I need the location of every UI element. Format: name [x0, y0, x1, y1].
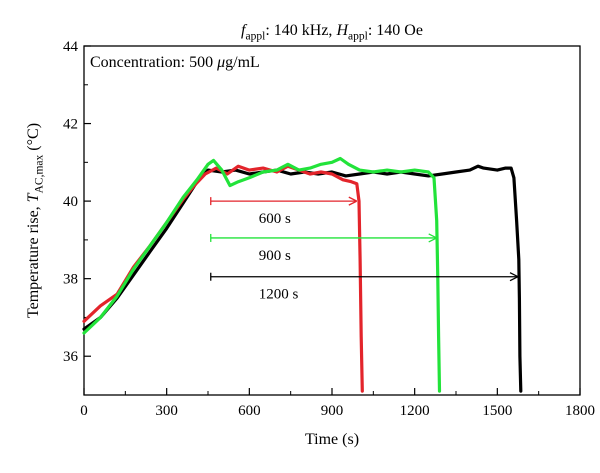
x-tick-label: 600	[238, 403, 261, 419]
y-tick-label: 40	[63, 194, 78, 210]
duration-arrowhead	[348, 196, 358, 206]
y-tick-label: 38	[63, 272, 78, 288]
duration-arrowhead	[509, 272, 519, 282]
y-tick-label: 44	[63, 39, 79, 55]
duration-label: 1200 s	[259, 287, 299, 303]
y-axis-label: Temperature rise, TAC,max (°C)	[25, 123, 45, 318]
plot-frame	[83, 45, 581, 396]
y-tick-label: 42	[63, 117, 78, 133]
x-tick-label: 1800	[565, 403, 595, 419]
series-line	[82, 156, 442, 393]
concentration-annotation: Concentration: 500 μg/mL	[90, 54, 260, 71]
duration-label: 900 s	[259, 248, 291, 264]
y-tick-label: 36	[63, 349, 79, 365]
x-tick-label: 1500	[482, 403, 512, 419]
x-axis-label: Time (s)	[305, 431, 359, 448]
series-line	[82, 164, 523, 393]
x-tick-label: 900	[321, 403, 344, 419]
duration-label: 600 s	[259, 211, 291, 227]
chart-title: fappl: 140 kHz, Happl: 140 Oe	[241, 22, 423, 42]
duration-arrowhead	[428, 233, 438, 243]
series-line	[82, 164, 364, 393]
x-tick-label: 1200	[400, 403, 430, 419]
x-tick-label: 0	[80, 403, 88, 419]
x-tick-label: 300	[155, 403, 178, 419]
